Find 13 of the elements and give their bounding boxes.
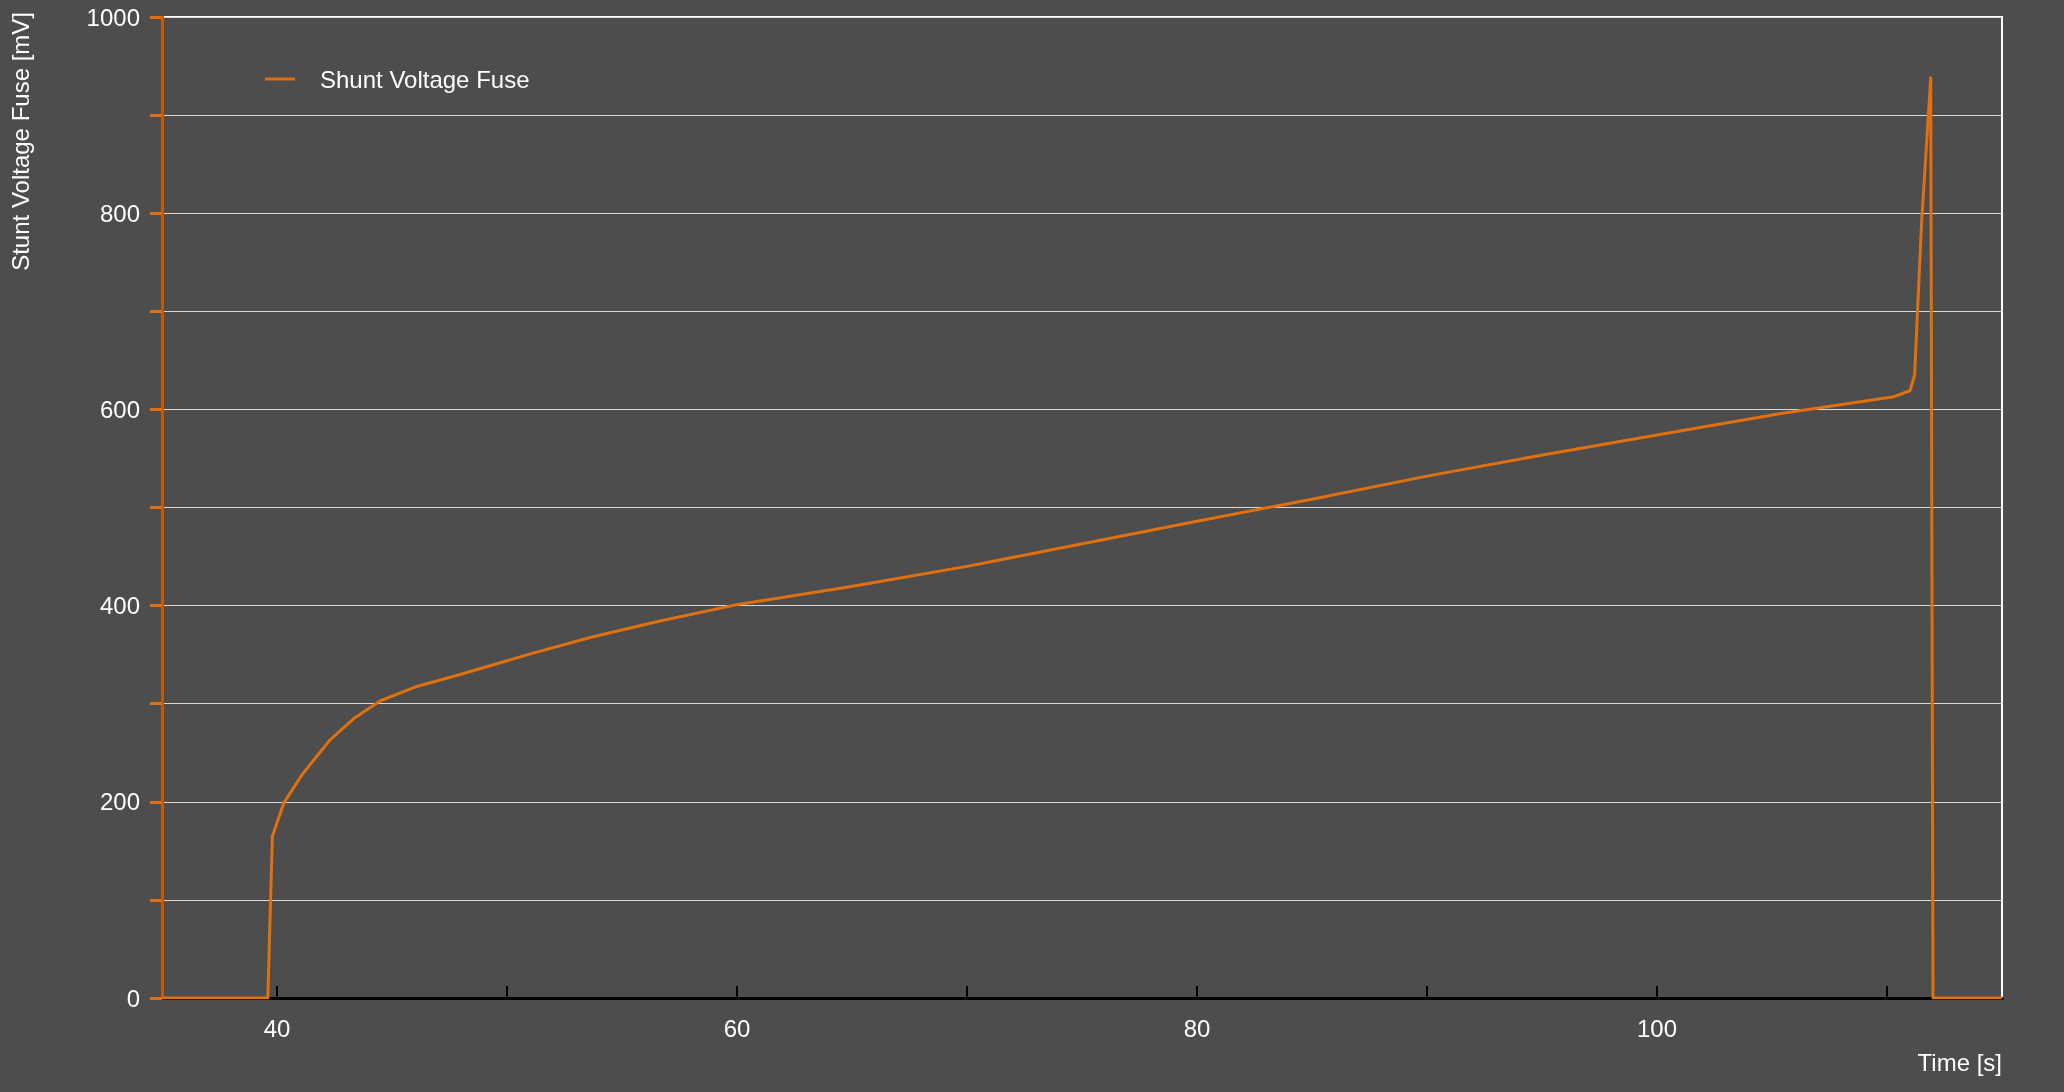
x-tick-label: 60 (723, 1014, 751, 1042)
y-tick-label: 600 (99, 395, 140, 423)
y-tick-label: 0 (126, 984, 140, 1012)
y-axis-title: Stunt Voltage Fuse [mV] (6, 12, 34, 271)
x-tick-label: 100 (1636, 1014, 1678, 1042)
x-tick-label: 40 (263, 1014, 291, 1042)
y-tick-label: 800 (99, 199, 140, 227)
y-tick-label: 200 (99, 788, 140, 816)
y-tick-label: 400 (99, 592, 140, 620)
legend-label: Shunt Voltage Fuse (320, 65, 530, 93)
y-tick-label: 1000 (86, 3, 140, 31)
x-tick-label: 80 (1183, 1014, 1211, 1042)
x-axis-title: Time [s] (1917, 1048, 2002, 1076)
